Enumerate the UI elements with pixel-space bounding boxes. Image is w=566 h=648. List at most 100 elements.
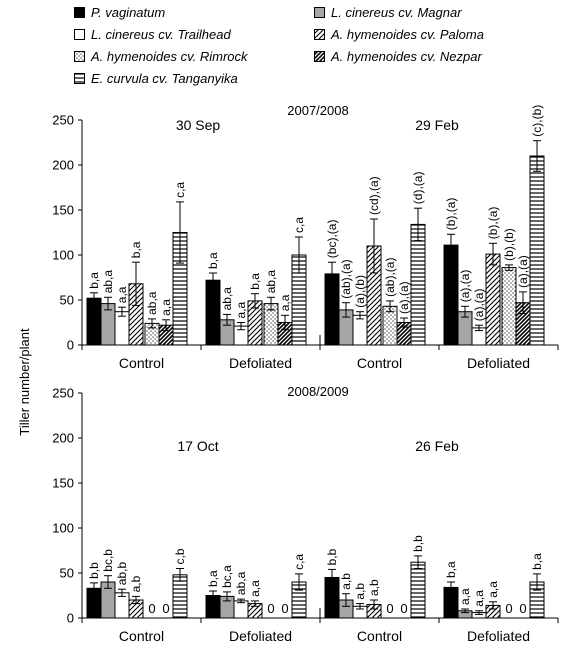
data-label: (ab),(a) <box>339 259 353 298</box>
data-label: ab,a <box>220 287 234 311</box>
data-label: b,b <box>325 548 339 565</box>
data-label: 0 <box>148 601 155 616</box>
data-label: bc,a <box>220 565 234 588</box>
data-label: ab,a <box>234 571 248 595</box>
data-label: ab,a <box>264 270 278 294</box>
x-category-label: Defoliated <box>467 355 530 371</box>
data-label: ab,a <box>101 270 115 294</box>
data-label: 0 <box>162 601 169 616</box>
data-label: b,b <box>411 535 425 552</box>
bar <box>529 155 545 346</box>
data-label: 0 <box>519 601 526 616</box>
bar <box>233 600 249 619</box>
legend-item-tanganyika: E. curvula cv. Tanganyika <box>74 71 238 86</box>
data-label: a,a <box>486 581 500 598</box>
data-label: 0 <box>400 601 407 616</box>
data-label: c,b <box>173 548 187 564</box>
y-tick-label: 250 <box>52 386 74 401</box>
data-label: c,a <box>292 554 306 570</box>
legend-swatch-dots <box>74 51 85 62</box>
date-label: 30 Sep <box>176 117 221 133</box>
legend-label: L. cinereus cv. Magnar <box>331 5 462 20</box>
x-category-label: Control <box>357 355 402 371</box>
data-label: a,a <box>159 299 173 316</box>
y-axis-label: Tiller number/plant <box>17 328 32 436</box>
legend-swatch-solid-black <box>74 7 85 18</box>
legend-item-trailhead: L. cinereus cv. Trailhead <box>74 27 231 42</box>
panel-title: 2007/2008 <box>287 103 348 118</box>
legend-item-nezpar: A. hymenoides cv. Nezpar <box>314 49 482 64</box>
y-tick-label: 100 <box>52 521 74 536</box>
data-label: b,a <box>87 272 101 289</box>
panel-title: 2008/2009 <box>287 384 348 399</box>
data-label: a,b <box>129 575 143 592</box>
data-label: b,b <box>87 562 101 579</box>
data-label: a,b <box>353 583 367 600</box>
x-category-label: Defoliated <box>467 628 530 644</box>
data-label: b,a <box>206 252 220 269</box>
plot-area: 0 50 100 150 200 250 2007/2008 30 Sep 29 Feb Cont… <box>52 103 559 644</box>
legend-label: A. hymenoides cv. Nezpar <box>331 49 482 64</box>
legend-label: A. hymenoides cv. Rimrock <box>91 49 248 64</box>
data-label: b,a <box>530 553 544 570</box>
legend-swatch-dense-diagonal-hatch <box>314 51 325 62</box>
legend-swatch-diagonal-hatch <box>314 29 325 40</box>
bar <box>410 223 426 346</box>
bar <box>86 297 102 346</box>
date-label: 17 Oct <box>177 438 218 454</box>
legend-swatch-horizontal-lines <box>74 73 85 84</box>
bar <box>352 314 368 346</box>
data-label: a,a <box>472 590 486 607</box>
data-label: (b),(a) <box>486 207 500 240</box>
data-label: bc,b <box>101 549 115 572</box>
legend-item-p-vaginatum: P. vaginatum <box>74 5 165 20</box>
y-tick-label: 50 <box>60 566 74 581</box>
data-label: ab,b <box>115 562 129 586</box>
x-category-label: Control <box>357 628 402 644</box>
data-label: (cd),(a) <box>367 176 381 215</box>
y-tick-label: 0 <box>67 611 74 626</box>
x-category-label: Defoliated <box>229 628 292 644</box>
legend-label: E. curvula cv. Tanganyika <box>91 71 238 86</box>
data-label: a,b <box>339 573 353 590</box>
data-label: a,a <box>458 588 472 605</box>
data-label: a,b <box>367 579 381 596</box>
data-label: (a),(a) <box>516 255 530 288</box>
legend-item-paloma: A. hymenoides cv. Paloma <box>314 27 484 42</box>
y-tick-label: 250 <box>52 113 74 128</box>
data-label: 0 <box>281 601 288 616</box>
data-label: 0 <box>505 601 512 616</box>
bar <box>501 267 517 346</box>
legend-item-magnar: L. cinereus cv. Magnar <box>314 5 462 20</box>
y-tick-label: 100 <box>52 248 74 263</box>
y-tick-label: 0 <box>67 338 74 353</box>
data-label: (ab),(a) <box>383 258 397 297</box>
data-label: (a),(a) <box>472 289 486 322</box>
bar <box>443 244 459 346</box>
data-label: (c),(b) <box>530 105 544 137</box>
legend-item-rimrock: A. hymenoides cv. Rimrock <box>74 49 248 64</box>
data-label: b,a <box>248 273 262 290</box>
data-label: (d),(a) <box>411 172 425 205</box>
data-label: 0 <box>386 601 393 616</box>
data-label: 0 <box>267 601 274 616</box>
bar <box>205 279 221 346</box>
y-tick-label: 150 <box>52 203 74 218</box>
data-label: c,a <box>292 217 306 233</box>
legend-swatch-white <box>74 29 85 40</box>
data-label: ab,a <box>145 291 159 315</box>
data-label: (b),(a) <box>444 198 458 231</box>
y-tick-label: 200 <box>52 431 74 446</box>
x-category-label: Control <box>119 628 164 644</box>
data-label: c,a <box>173 182 187 198</box>
data-label: (a),(a) <box>458 270 472 303</box>
data-label: a,a <box>248 580 262 597</box>
x-category-label: Control <box>119 355 164 371</box>
bar <box>410 561 426 619</box>
date-label: 29 Feb <box>415 117 459 133</box>
data-label: b,a <box>129 241 143 258</box>
y-tick-label: 200 <box>52 158 74 173</box>
y-tick-label: 50 <box>60 293 74 308</box>
data-label: (a),(b) <box>353 275 367 308</box>
bar <box>485 253 501 346</box>
